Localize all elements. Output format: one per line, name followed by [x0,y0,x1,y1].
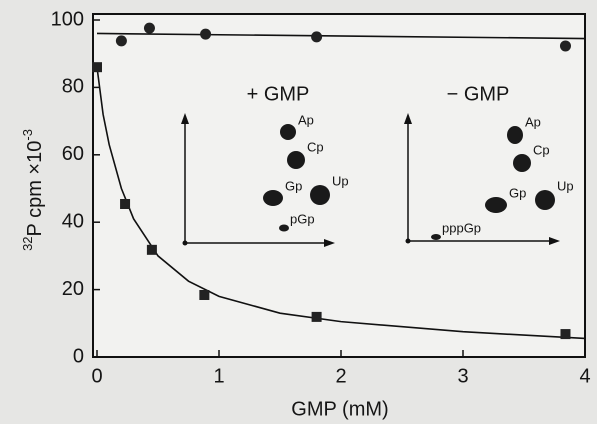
spot [513,154,531,172]
data-point [115,35,127,47]
spot-label: pppGp [442,220,481,235]
data-point [143,22,155,34]
inset-minus [404,113,560,245]
spot-label: Ap [525,114,541,129]
data-point [311,311,322,322]
inset-label: − GMP [447,83,510,105]
data-point [146,244,157,255]
data-point [199,289,210,300]
fit-line [96,32,586,40]
spot-label: Ap [298,112,314,127]
arrow-head [549,237,560,245]
origin-dot [405,238,411,244]
y-tick-label: 0 [73,345,84,367]
arrow-head [404,113,412,124]
x-tick-label: 2 [335,365,346,387]
x-axis-label: GMP (mM) [291,398,388,420]
x-tick-label: 4 [579,365,590,387]
spot-label: Gp [509,185,526,200]
data-point [311,31,323,43]
spot [507,126,523,144]
spot-label: Up [557,178,574,193]
y-label-exponent: -3 [20,129,35,141]
y-tick-label: 60 [62,143,84,165]
arrow-head [324,239,335,247]
y-label-main: P cpm ×10 [24,141,46,237]
x-tick-label: 0 [91,365,102,387]
fit-line [96,67,586,340]
spot [310,185,330,205]
y-tick-label: 20 [62,278,84,300]
spot [535,190,555,210]
y-tick-label: 100 [51,8,84,30]
spot-label: Up [332,173,349,188]
spot-label: Gp [285,178,302,193]
x-tick-label: 1 [213,365,224,387]
spot-label: Cp [307,139,324,154]
spot [485,197,507,213]
y-tick-label: 40 [62,210,84,232]
inset-plus [181,113,335,247]
spot [279,224,289,232]
spot [431,234,441,240]
data-point [120,199,131,210]
spot-label: Cp [533,142,550,157]
y-label-isotope: 32 [20,236,35,250]
spot-label: pGp [290,211,315,226]
data-point [559,40,571,52]
arrow-head [181,113,189,124]
spot [263,190,283,206]
x-tick-label: 3 [457,365,468,387]
data-point [92,62,102,73]
spot [287,151,305,169]
y-axis-label: 32P cpm ×10-3 [20,129,46,251]
inset-label: + GMP [247,83,310,105]
plot-frame [92,13,586,358]
origin-dot [182,240,188,246]
data-point [200,28,212,40]
y-tick-label: 80 [62,76,84,98]
spot [280,124,296,140]
data-point [560,329,571,340]
